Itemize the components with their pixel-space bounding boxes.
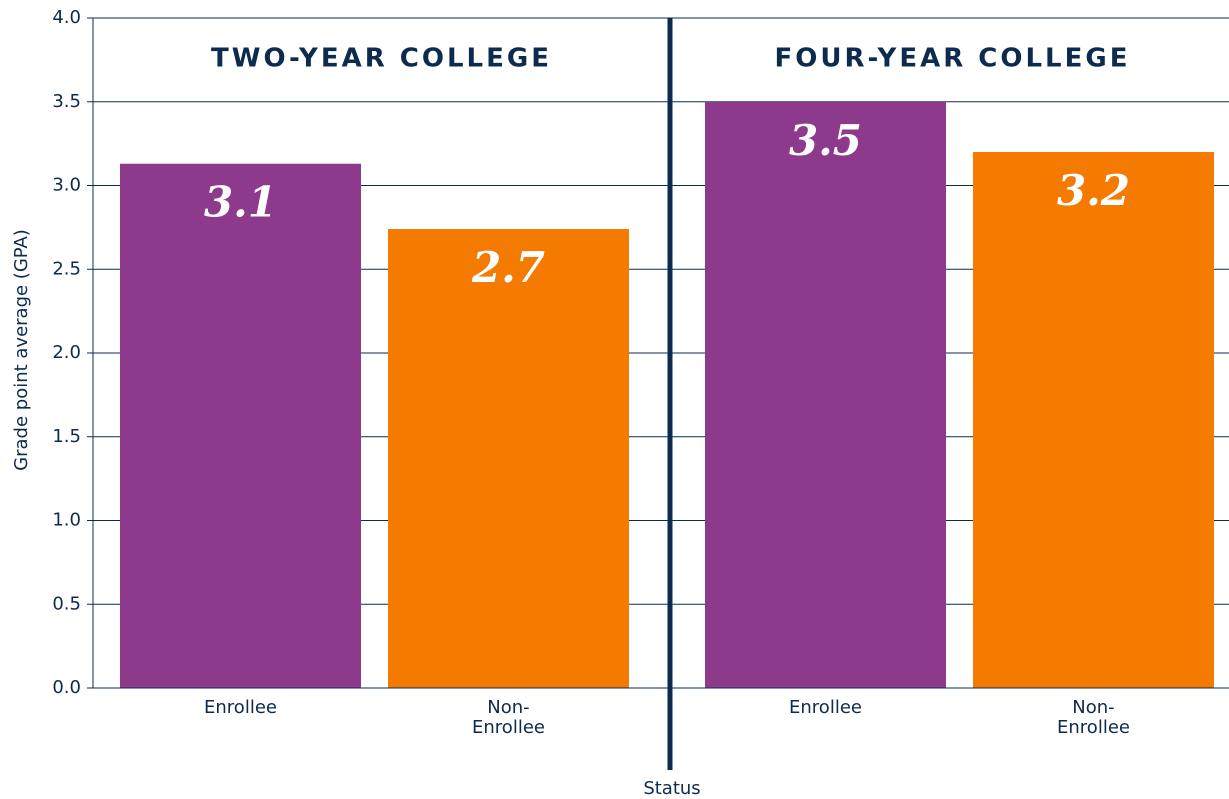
y-tick-label: 1.0 — [52, 510, 81, 531]
bar — [705, 101, 946, 688]
y-tick-label: 3.0 — [52, 175, 81, 196]
y-axis-label: Grade point average (GPA) — [11, 229, 32, 471]
y-tick-label: 3.5 — [52, 91, 81, 112]
y-tick-label: 4.0 — [52, 7, 81, 28]
x-axis-label: Status — [643, 778, 700, 799]
panel-title: TWO-YEAR COLLEGE — [211, 44, 552, 74]
y-tick-label: 0.5 — [52, 593, 81, 614]
y-tick-label: 2.0 — [52, 342, 81, 363]
value-label: 3.2 — [1057, 166, 1130, 215]
value-label: 2.7 — [471, 243, 545, 292]
x-tick-label: Enrollee — [789, 697, 862, 718]
value-label: 3.1 — [204, 178, 277, 227]
bar — [973, 152, 1214, 688]
x-tick-label: Non-Enrollee — [472, 697, 545, 738]
y-tick-label: 0.0 — [52, 677, 81, 698]
y-tick-label: 2.5 — [52, 258, 81, 279]
bar — [120, 163, 361, 689]
x-tick-label: Non-Enrollee — [1057, 697, 1130, 738]
x-tick-label: Enrollee — [204, 697, 277, 718]
panel-title: FOUR-YEAR COLLEGE — [775, 44, 1131, 74]
y-tick-label: 1.5 — [52, 426, 81, 447]
value-label: 3.5 — [789, 116, 862, 165]
bar — [388, 229, 629, 689]
